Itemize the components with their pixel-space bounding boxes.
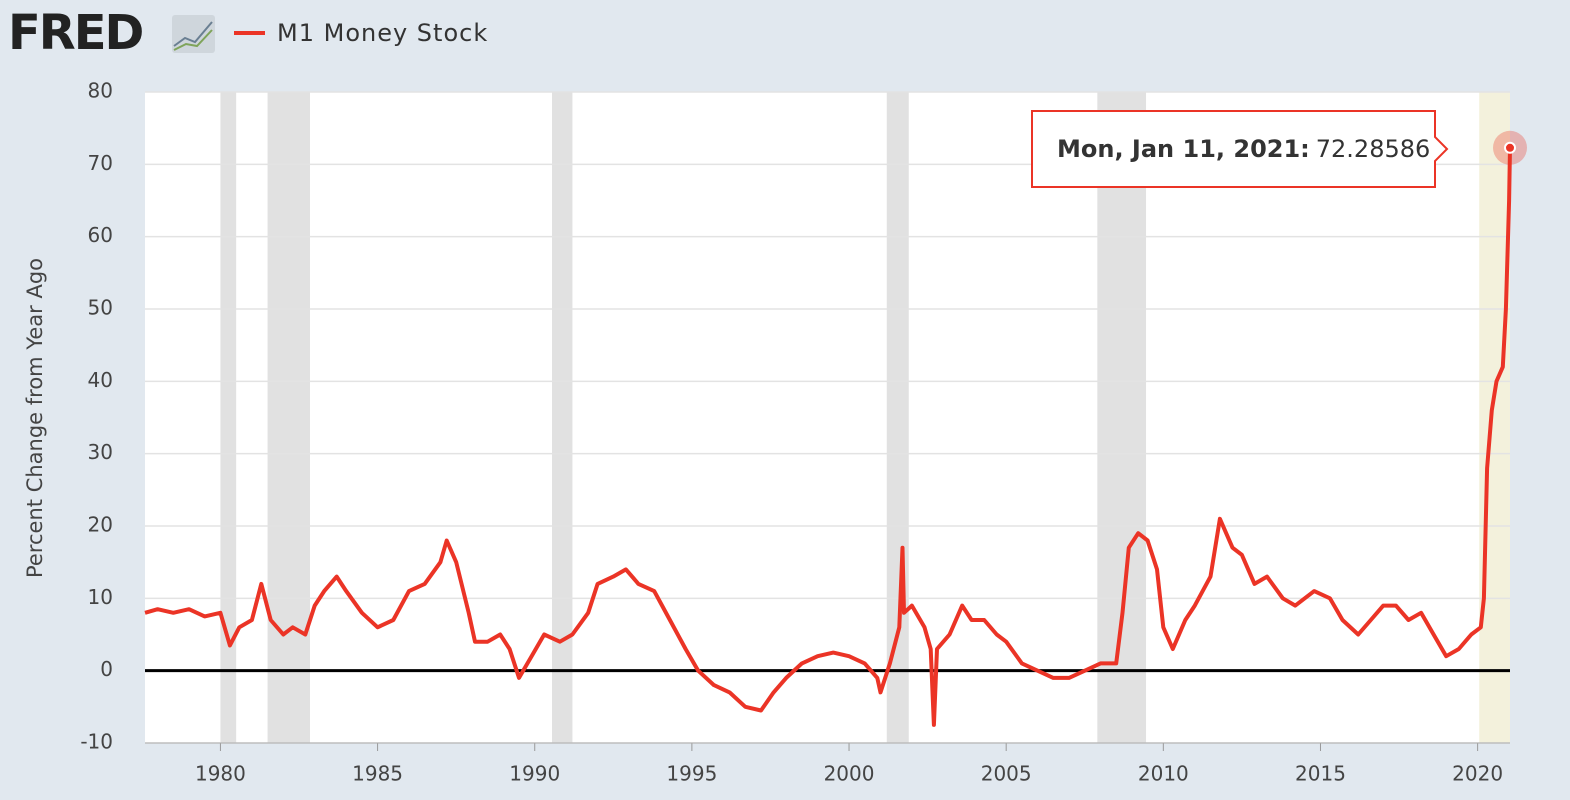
y-tick-label: 30 — [88, 440, 113, 464]
recession-band — [552, 92, 573, 743]
x-tick-label: 1985 — [352, 762, 403, 786]
y-tick-label: 70 — [88, 151, 113, 175]
logo-icon — [172, 15, 215, 53]
y-tick-label: 60 — [88, 223, 113, 247]
x-tick-label: 1990 — [509, 762, 560, 786]
recession-band — [267, 92, 311, 743]
y-tick-label: 50 — [88, 296, 113, 320]
tooltip-date: Mon, Jan 11, 2021: — [1057, 135, 1310, 163]
y-tick-label: 0 — [100, 657, 113, 681]
tooltip-box — [1031, 110, 1449, 188]
highlight-band — [1479, 92, 1510, 743]
logo: FRED — [8, 5, 143, 61]
plot-area — [145, 92, 1510, 743]
x-tick-label: 1980 — [195, 762, 246, 786]
x-tick-label: 2000 — [824, 762, 875, 786]
tooltip-value: 72.28586 — [1316, 135, 1431, 163]
x-tick-label: 1995 — [666, 762, 717, 786]
y-tick-label: 40 — [88, 368, 113, 392]
tooltip: Mon, Jan 11, 2021: 72.28586 — [1031, 110, 1449, 188]
tooltip-text: Mon, Jan 11, 2021: 72.28586 — [1057, 135, 1430, 163]
y-tick-label: 80 — [88, 79, 113, 103]
recession-band — [220, 92, 237, 743]
y-axis-label: Percent Change from Year Ago — [23, 258, 47, 578]
x-tick-label: 2010 — [1138, 762, 1189, 786]
x-tick-label: 2020 — [1452, 762, 1503, 786]
x-tick-label: 2015 — [1295, 762, 1346, 786]
x-tick-label: 2005 — [981, 762, 1032, 786]
y-tick-label: -10 — [80, 730, 113, 754]
y-tick-label: 20 — [88, 513, 113, 537]
legend-label: M1 Money Stock — [277, 19, 488, 47]
recession-band — [886, 92, 909, 743]
hover-point — [1504, 141, 1516, 154]
recession-band — [1097, 92, 1147, 743]
y-tick-label: 10 — [88, 585, 113, 609]
series-line — [144, 147, 1512, 727]
